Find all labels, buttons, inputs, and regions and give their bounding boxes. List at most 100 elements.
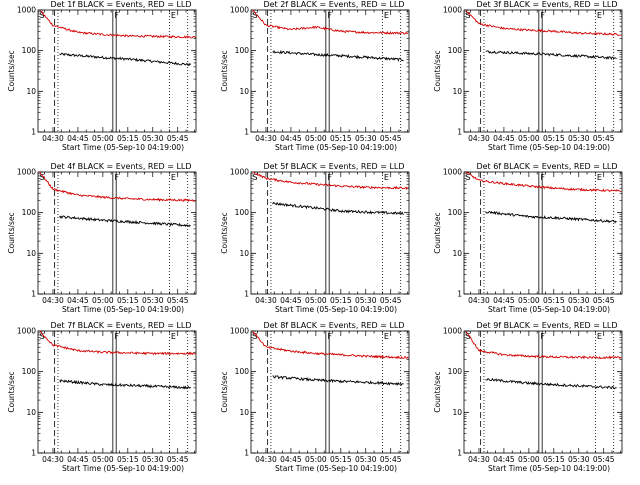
y-tick-label: 1 <box>457 128 462 137</box>
panel-5: Det 5f BLACK = Events, RED = LLD 1 10 100 10… <box>220 162 410 314</box>
series-line-events <box>272 375 404 386</box>
x-tick-label: 05:00 <box>305 296 327 305</box>
y-tick-label: 1 <box>244 128 249 137</box>
marker-label: F <box>114 173 119 182</box>
y-axis-label: Counts/sec <box>7 212 16 253</box>
x-tick-label: 05:30 <box>142 134 164 143</box>
x-tick-label: 05:30 <box>568 455 590 464</box>
y-axis-label: Counts/sec <box>433 371 442 412</box>
y-tick-label: 1 <box>457 449 462 458</box>
x-axis-label: Start Time (05-Sep-10 04:19:00) <box>275 464 397 473</box>
panel-9: Det 9f BLACK = Events, RED = LLD 1 10 100 10… <box>433 321 623 473</box>
y-tick-label: 1 <box>244 290 249 299</box>
x-tick-label: 05:00 <box>518 455 540 464</box>
y-axis-label: Counts/sec <box>220 371 229 412</box>
series-line-events <box>59 215 191 228</box>
x-tick-label: 05:30 <box>355 296 377 305</box>
plot-frame <box>37 9 197 133</box>
x-axis-label: Start Time (05-Sep-10 04:19:00) <box>488 305 610 314</box>
y-tick-label: 1000 <box>230 327 249 336</box>
marker-label: S <box>253 11 258 20</box>
y-tick-label: 1 <box>31 290 36 299</box>
plot-frame <box>463 9 623 133</box>
x-tick-label: 05:45 <box>167 296 189 305</box>
series-line-lld <box>252 330 409 360</box>
marker-label: S <box>253 332 258 341</box>
x-tick-label: 04:45 <box>493 296 515 305</box>
marker-label: E <box>171 332 176 341</box>
marker-label: S <box>253 173 258 182</box>
y-tick-label: 10 <box>452 408 462 417</box>
x-tick-label: 04:45 <box>67 455 89 464</box>
x-tick-label: 05:15 <box>117 455 139 464</box>
x-tick-label: 05:30 <box>355 455 377 464</box>
plot-frame <box>463 330 623 454</box>
plot-frame <box>37 330 197 454</box>
series-line-lld <box>39 10 196 39</box>
marker-label: F <box>327 332 332 341</box>
marker-label: F <box>327 173 332 182</box>
y-tick-label: 1000 <box>443 168 462 177</box>
y-axis-label: Counts/sec <box>7 371 16 412</box>
panel-title: Det 4f BLACK = Events, RED = LLD <box>50 162 191 171</box>
x-tick-label: 05:15 <box>543 455 565 464</box>
marker-label: F <box>540 332 545 341</box>
x-axis-label: Start Time (05-Sep-10 04:19:00) <box>62 143 184 152</box>
series-line-lld <box>465 9 622 36</box>
y-tick-label: 100 <box>448 208 463 217</box>
series-line-lld <box>252 9 409 35</box>
y-tick-label: 1 <box>244 449 249 458</box>
x-tick-label: 05:45 <box>167 134 189 143</box>
y-axis-label: Counts/sec <box>433 50 442 91</box>
y-tick-label: 1000 <box>230 6 249 15</box>
y-axis-label: Counts/sec <box>220 212 229 253</box>
x-tick-label: 04:30 <box>255 455 277 464</box>
y-tick-label: 1 <box>457 290 462 299</box>
x-tick-label: 04:30 <box>468 455 490 464</box>
y-tick-label: 100 <box>22 46 37 55</box>
panel-title: Det 9f BLACK = Events, RED = LLD <box>476 321 617 330</box>
x-tick-label: 04:45 <box>67 134 89 143</box>
x-tick-label: 04:30 <box>255 296 277 305</box>
panel-title: Det 3f BLACK = Events, RED = LLD <box>476 0 617 9</box>
x-tick-label: 05:00 <box>92 455 114 464</box>
y-tick-label: 100 <box>22 208 37 217</box>
marker-label: S <box>466 11 471 20</box>
marker-label: E <box>597 332 602 341</box>
y-tick-label: 100 <box>448 46 463 55</box>
marker-label: E <box>384 11 389 20</box>
x-axis-label: Start Time (05-Sep-10 04:19:00) <box>62 305 184 314</box>
marker-label: E <box>384 173 389 182</box>
marker-label: E <box>597 173 602 182</box>
x-tick-label: 05:30 <box>142 296 164 305</box>
x-tick-label: 05:00 <box>518 134 540 143</box>
marker-label: F <box>540 11 545 20</box>
marker-label: E <box>384 332 389 341</box>
series-line-events <box>59 52 191 67</box>
x-tick-label: 05:45 <box>380 455 402 464</box>
panel-title: Det 1f BLACK = Events, RED = LLD <box>50 0 191 9</box>
series-line-lld <box>465 331 622 360</box>
x-tick-label: 05:00 <box>305 134 327 143</box>
x-tick-label: 04:45 <box>280 134 302 143</box>
x-tick-label: 04:30 <box>468 134 490 143</box>
x-tick-label: 04:30 <box>468 296 490 305</box>
y-tick-label: 10 <box>26 87 36 96</box>
plot-frame <box>463 171 623 295</box>
panel-6: Det 6f BLACK = Events, RED = LLD 1 10 100 10… <box>433 162 623 314</box>
marker-label: E <box>171 11 176 20</box>
x-axis-label: Start Time (05-Sep-10 04:19:00) <box>275 143 397 152</box>
panel-7: Det 7f BLACK = Events, RED = LLD 1 10 100 10… <box>7 321 197 473</box>
x-axis-label: Start Time (05-Sep-10 04:19:00) <box>488 143 610 152</box>
x-tick-label: 05:00 <box>92 134 114 143</box>
y-tick-label: 10 <box>26 249 36 258</box>
y-axis-label: Counts/sec <box>220 50 229 91</box>
x-tick-label: 05:00 <box>518 296 540 305</box>
x-tick-label: 04:45 <box>493 455 515 464</box>
series-line-lld <box>465 171 622 193</box>
y-tick-label: 100 <box>22 367 37 376</box>
y-tick-label: 10 <box>239 249 249 258</box>
panel-3: Det 3f BLACK = Events, RED = LLD 1 10 100 10… <box>433 0 623 152</box>
marker-label: E <box>171 173 176 182</box>
